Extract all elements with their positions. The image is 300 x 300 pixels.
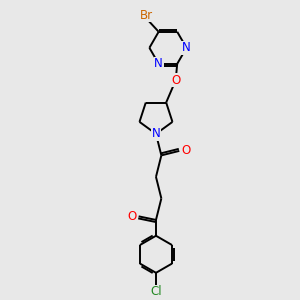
Text: O: O (181, 144, 190, 158)
Text: Br: Br (140, 8, 153, 22)
Text: N: N (154, 57, 163, 70)
Text: N: N (182, 41, 191, 54)
Text: O: O (128, 210, 137, 223)
Text: Cl: Cl (150, 285, 162, 298)
Text: O: O (171, 74, 180, 87)
Text: N: N (152, 128, 160, 140)
